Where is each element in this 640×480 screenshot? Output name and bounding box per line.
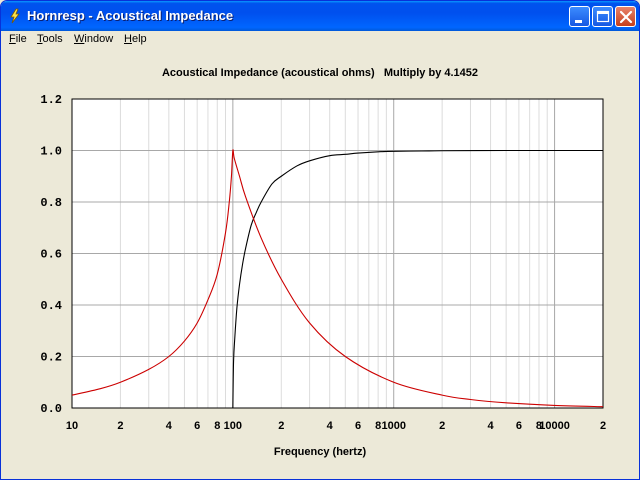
x-tick-label: 4 bbox=[488, 420, 495, 432]
x-tick-label: 1000 bbox=[381, 420, 405, 432]
x-tick-label: 8 bbox=[375, 420, 381, 432]
menu-tools-mnemonic: T bbox=[37, 33, 43, 45]
y-tick-label: 0.6 bbox=[40, 248, 62, 262]
y-tick-label: 0.4 bbox=[40, 299, 62, 313]
menu-file-label: ile bbox=[15, 33, 27, 45]
plot-frame bbox=[71, 98, 604, 409]
menu-file[interactable]: File bbox=[9, 33, 27, 45]
y-tick-label: 0.8 bbox=[40, 196, 62, 210]
x-tick-label: 10000 bbox=[539, 420, 570, 432]
close-button[interactable] bbox=[615, 6, 636, 27]
menu-file-mnemonic: F bbox=[9, 33, 16, 45]
x-tick-label: 2 bbox=[439, 420, 445, 432]
title-bar[interactable]: Hornresp - Acoustical Impedance bbox=[1, 1, 639, 31]
maximize-icon bbox=[596, 10, 610, 23]
maximize-button[interactable] bbox=[592, 6, 613, 27]
x-tick-label: 10 bbox=[66, 420, 78, 432]
x-tick-label: 4 bbox=[327, 420, 334, 432]
x-tick-label: 8 bbox=[536, 420, 542, 432]
close-icon bbox=[619, 10, 633, 24]
series-line-0 bbox=[232, 149, 603, 409]
lightning-icon[interactable] bbox=[7, 8, 23, 24]
x-tick-label: 6 bbox=[516, 420, 522, 432]
menu-help-label: elp bbox=[131, 33, 147, 45]
minimize-button[interactable] bbox=[569, 6, 590, 27]
menu-help-mnemonic: H bbox=[124, 33, 132, 45]
menu-bar: File Tools Window Help bbox=[1, 31, 639, 49]
x-tick-label: 8 bbox=[214, 420, 220, 432]
y-tick-label: 0.0 bbox=[40, 402, 62, 416]
x-tick-label: 2 bbox=[117, 420, 123, 432]
menu-window[interactable]: Window bbox=[74, 33, 113, 45]
y-tick-label: 0.2 bbox=[40, 351, 62, 365]
menu-window-label: indow bbox=[84, 33, 114, 45]
menu-tools[interactable]: Tools bbox=[37, 33, 63, 45]
x-tick-label: 6 bbox=[194, 420, 200, 432]
menu-tools-label: ools bbox=[42, 33, 63, 45]
x-tick-label: 100 bbox=[224, 420, 242, 432]
minimize-icon bbox=[575, 20, 582, 23]
y-tick-label: 1.2 bbox=[40, 93, 62, 107]
menu-help[interactable]: Help bbox=[124, 33, 147, 45]
y-tick-label: 1.0 bbox=[40, 145, 62, 159]
window-title: Hornresp - Acoustical Impedance bbox=[27, 8, 234, 23]
x-tick-label: 2 bbox=[278, 420, 284, 432]
x-tick-label: 6 bbox=[355, 420, 361, 432]
x-tick-label: 2 bbox=[600, 420, 606, 432]
chart-title: Acoustical Impedance (acoustical ohms) M… bbox=[161, 67, 479, 79]
x-axis-label: Frequency (hertz) bbox=[273, 446, 367, 458]
menu-window-mnemonic: W bbox=[74, 33, 85, 45]
x-tick-label: 4 bbox=[166, 420, 173, 432]
series-line-1 bbox=[71, 149, 604, 408]
